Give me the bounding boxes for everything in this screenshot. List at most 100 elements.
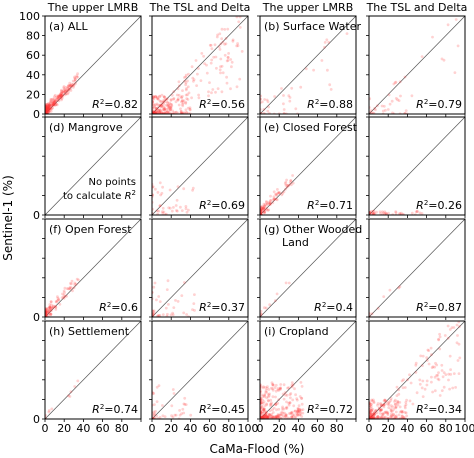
x-tick-label: 60 bbox=[311, 422, 325, 435]
scatter-point bbox=[397, 286, 401, 290]
scatter-point bbox=[383, 416, 386, 419]
scatter-point bbox=[168, 206, 172, 210]
scatter-point bbox=[266, 416, 270, 419]
scatter-point bbox=[154, 109, 158, 113]
scatter-point bbox=[435, 374, 438, 377]
scatter-point bbox=[263, 414, 267, 418]
scatter-point bbox=[418, 382, 422, 386]
scatter-point bbox=[188, 108, 192, 112]
scatter-point bbox=[152, 313, 155, 317]
scatter-point bbox=[279, 413, 283, 417]
scatter-point bbox=[414, 361, 418, 365]
scatter-point bbox=[160, 111, 164, 114]
scatter-point bbox=[440, 389, 444, 392]
scatter-point bbox=[394, 80, 398, 84]
scatter-point bbox=[272, 198, 276, 202]
scatter-point bbox=[389, 399, 393, 402]
scatter-point bbox=[175, 93, 179, 97]
scatter-point bbox=[329, 88, 333, 91]
scatter-point bbox=[72, 286, 76, 290]
scatter-point bbox=[388, 400, 391, 404]
scatter-point bbox=[152, 111, 156, 114]
scatter-point bbox=[440, 57, 444, 61]
scatter-point bbox=[48, 106, 51, 109]
scatter-point bbox=[155, 414, 158, 418]
scatter-point bbox=[184, 102, 188, 105]
scatter-point bbox=[48, 106, 52, 110]
scatter-point bbox=[180, 209, 184, 213]
scatter-point bbox=[293, 409, 297, 413]
y-tick-label: 80 bbox=[26, 30, 40, 43]
scatter-point bbox=[188, 106, 192, 110]
scatter-point bbox=[229, 58, 233, 61]
scatter-point bbox=[369, 401, 372, 405]
scatter-point bbox=[264, 390, 268, 394]
scatter-point bbox=[452, 372, 456, 375]
scatter-point bbox=[383, 398, 387, 402]
scatter-point bbox=[155, 110, 159, 114]
scatter-point bbox=[177, 80, 181, 84]
scatter-point bbox=[372, 411, 376, 415]
y-tick-label: 0 bbox=[33, 311, 40, 324]
scatter-point bbox=[181, 94, 184, 98]
scatter-point bbox=[455, 323, 459, 327]
scatter-point bbox=[398, 401, 402, 404]
scatter-point bbox=[297, 411, 301, 414]
scatter-point bbox=[265, 390, 269, 394]
scatter-point bbox=[262, 410, 266, 414]
scatter-point bbox=[418, 378, 422, 382]
scatter-point bbox=[49, 312, 53, 316]
scatter-point bbox=[444, 373, 448, 376]
scatter-point bbox=[203, 62, 207, 65]
scatter-point bbox=[45, 309, 48, 312]
scatter-point bbox=[191, 186, 195, 190]
r2-annotation: R2=0.72 bbox=[307, 403, 353, 416]
scatter-point bbox=[398, 212, 402, 215]
scatter-point bbox=[61, 91, 65, 94]
scatter-point bbox=[155, 110, 159, 114]
scatter-point bbox=[190, 96, 194, 100]
scatter-point bbox=[45, 109, 49, 113]
scatter-point bbox=[166, 104, 169, 107]
scatter-point bbox=[278, 413, 282, 417]
scatter-point bbox=[186, 106, 190, 110]
scatter-point bbox=[271, 388, 275, 392]
scatter-point bbox=[170, 209, 174, 213]
one-to-one-line bbox=[151, 320, 249, 420]
scatter-point bbox=[159, 100, 163, 103]
scatter-point bbox=[379, 404, 383, 408]
scatter-point bbox=[260, 415, 263, 419]
scatter-point bbox=[383, 398, 387, 402]
scatter-point bbox=[162, 107, 166, 111]
scatter-point bbox=[387, 211, 390, 215]
scatter-point bbox=[299, 411, 303, 415]
scatter-point bbox=[280, 410, 284, 414]
scatter-point bbox=[371, 413, 375, 416]
scatter-point bbox=[383, 402, 387, 406]
scatter-point bbox=[427, 362, 431, 366]
panel: (e) Closed Forest R2=0.71 bbox=[257, 116, 358, 218]
scatter-point bbox=[281, 415, 285, 418]
scatter-point bbox=[158, 204, 162, 208]
scatter-point bbox=[261, 406, 264, 410]
scatter-point bbox=[45, 311, 48, 314]
scatter-point bbox=[265, 415, 269, 418]
scatter-point bbox=[48, 303, 52, 306]
scatter-point bbox=[369, 411, 372, 415]
scatter-point bbox=[56, 98, 60, 102]
scatter-point bbox=[45, 312, 49, 316]
scatter-point bbox=[386, 413, 390, 417]
scatter-point bbox=[48, 305, 52, 309]
scatter-point bbox=[396, 401, 399, 405]
scatter-point bbox=[49, 107, 52, 110]
scatter-point bbox=[375, 408, 378, 412]
scatter-point bbox=[285, 405, 289, 409]
scatter-point bbox=[72, 85, 75, 89]
scatter-point bbox=[56, 96, 60, 100]
scatter-point bbox=[399, 94, 402, 98]
scatter-point bbox=[430, 366, 434, 369]
scatter-point bbox=[261, 415, 265, 418]
scatter-point bbox=[48, 105, 51, 108]
scatter-point bbox=[272, 190, 276, 194]
scatter-point bbox=[169, 313, 173, 317]
